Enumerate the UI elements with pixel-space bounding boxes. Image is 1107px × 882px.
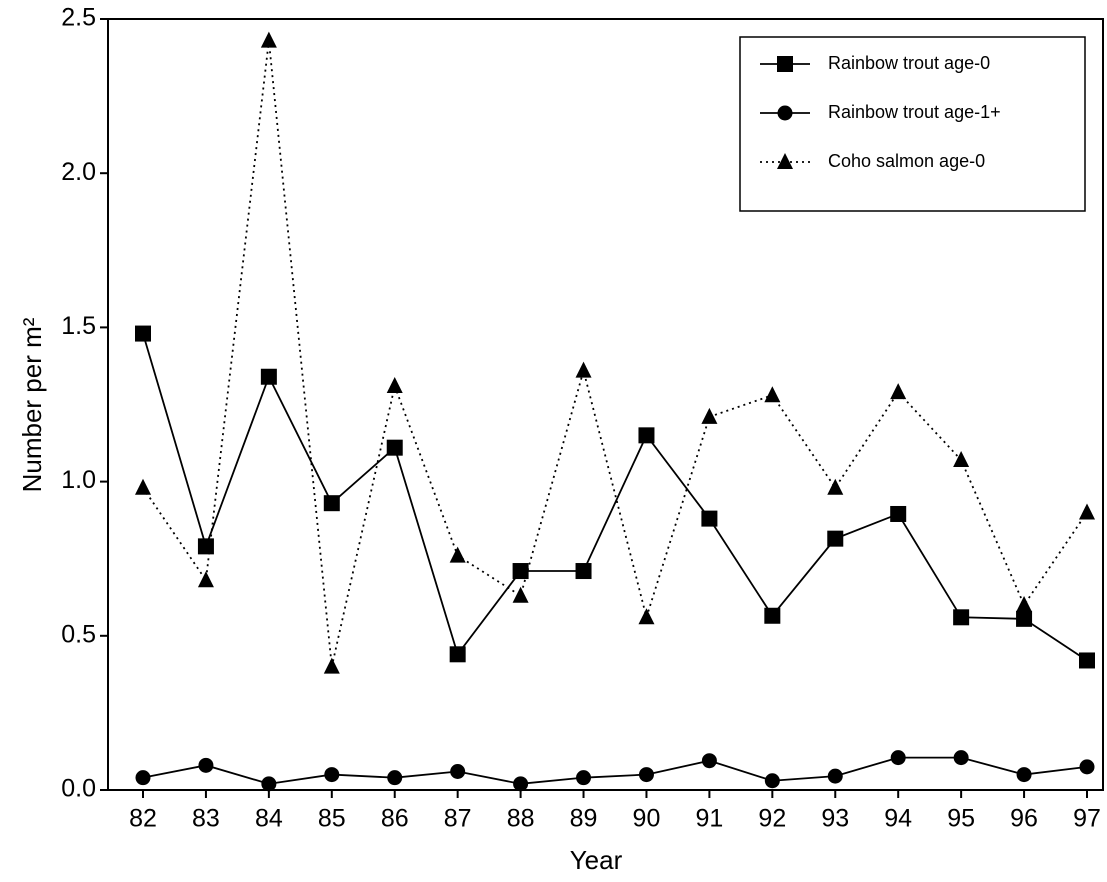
marker-square <box>323 495 340 512</box>
marker-triangle <box>1079 503 1095 520</box>
marker-circle <box>198 757 214 773</box>
marker-triangle <box>323 657 340 674</box>
y-tick-label: 0.0 <box>61 775 96 803</box>
x-tick-label: 82 <box>129 805 157 833</box>
x-tick-label: 84 <box>255 805 283 833</box>
marker-triangle <box>953 451 970 468</box>
marker-square <box>638 427 655 444</box>
marker-triangle <box>260 31 277 48</box>
plot-frame <box>107 18 1104 791</box>
x-axis-title: Year <box>570 845 623 875</box>
marker-circle <box>513 776 529 792</box>
series-line <box>142 333 1088 662</box>
x-tick-label: 85 <box>318 805 346 833</box>
marker-square <box>449 646 466 663</box>
marker-circle <box>1079 759 1095 775</box>
marker-circle <box>777 105 793 121</box>
marker-circle <box>1016 767 1032 783</box>
marker-circle <box>324 767 340 783</box>
x-tick-label: 94 <box>884 805 912 833</box>
y-tick-label: 2.5 <box>61 4 96 32</box>
y-tick-label: 0.5 <box>61 620 96 648</box>
x-tick-label: 93 <box>821 805 849 833</box>
x-tick-label: 83 <box>192 805 220 833</box>
x-tick-label: 92 <box>758 805 786 833</box>
marker-circle <box>827 768 843 784</box>
x-tick-label: 91 <box>695 805 723 833</box>
x-tick-label: 87 <box>444 805 472 833</box>
marker-circle <box>764 773 780 789</box>
x-tick-label: 88 <box>507 805 535 833</box>
x-tick-label: 96 <box>1010 805 1038 833</box>
series-line <box>142 756 1088 785</box>
legend-label: Rainbow trout age-1+ <box>828 102 1001 122</box>
x-tick-label: 90 <box>633 805 661 833</box>
y-tick-label: 1.5 <box>61 312 96 340</box>
marker-triangle <box>575 361 592 378</box>
marker-square <box>701 510 718 527</box>
x-tick-label: 89 <box>570 805 598 833</box>
x-tick-label: 86 <box>381 805 409 833</box>
marker-triangle <box>512 586 529 603</box>
marker-square <box>764 607 781 624</box>
x-tick-label: 95 <box>947 805 975 833</box>
marker-triangle <box>764 386 781 403</box>
marker-triangle <box>449 546 466 563</box>
marker-triangle <box>197 571 214 588</box>
marker-circle <box>450 763 466 779</box>
marker-triangle <box>890 383 907 400</box>
marker-square <box>575 563 592 580</box>
marker-triangle <box>135 478 151 495</box>
marker-square <box>512 563 529 580</box>
marker-square <box>953 609 970 626</box>
marker-triangle <box>386 376 403 393</box>
marker-circle <box>261 776 277 792</box>
marker-square <box>260 368 277 385</box>
marker-triangle <box>1016 595 1033 612</box>
marker-circle <box>638 767 654 783</box>
y-axis-title: Number per m² <box>17 317 47 492</box>
legend-box <box>739 36 1086 212</box>
marker-square <box>135 325 151 342</box>
marker-circle <box>387 770 403 786</box>
marker-triangle <box>638 608 655 625</box>
y-tick-label: 1.0 <box>61 466 96 494</box>
marker-triangle <box>777 153 793 169</box>
marker-square <box>386 439 403 456</box>
marker-triangle <box>827 478 844 495</box>
marker-circle <box>890 750 906 766</box>
marker-square <box>777 56 793 72</box>
marker-square <box>197 538 214 555</box>
legend-label: Rainbow trout age-0 <box>828 53 990 73</box>
marker-circle <box>953 750 969 766</box>
x-tick-label: 97 <box>1073 805 1101 833</box>
marker-square <box>1079 652 1095 669</box>
marker-circle <box>701 753 717 769</box>
marker-circle <box>576 770 592 786</box>
marker-triangle <box>701 407 718 424</box>
y-tick-label: 2.0 <box>61 158 96 186</box>
marker-square <box>890 505 907 522</box>
marker-square <box>827 530 844 547</box>
legend-label: Coho salmon age-0 <box>828 151 985 171</box>
marker-circle <box>135 770 151 786</box>
marker-square <box>1016 610 1033 627</box>
